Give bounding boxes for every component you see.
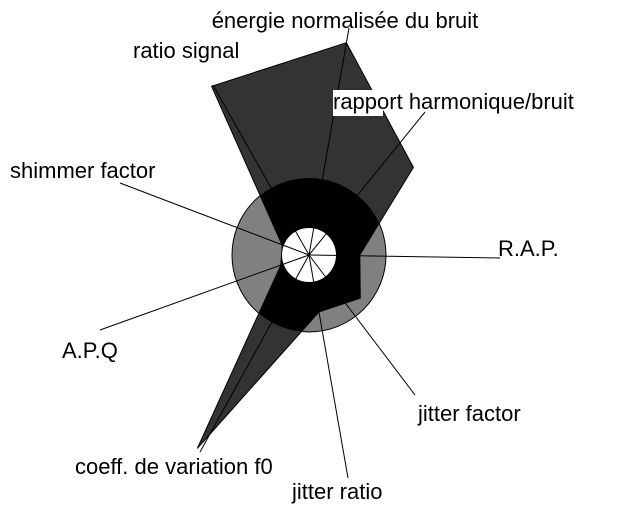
axis-line	[308, 254, 501, 259]
axis-line	[212, 84, 310, 256]
axis-label: jitter ratio	[291, 479, 382, 504]
axis-line	[308, 254, 349, 479]
axis-label: coeff. de variation f0	[75, 454, 273, 479]
axis-line	[308, 27, 350, 256]
axis-label: ratio signal	[133, 38, 239, 63]
axis-line	[308, 254, 416, 396]
axis-label: rapport harmonique/bruit	[333, 89, 574, 114]
axis-label: shimmer factor	[10, 158, 155, 183]
axis-line	[119, 182, 310, 256]
axis-line	[99, 254, 310, 331]
axis-line	[199, 254, 310, 453]
axis-label: énergie normalisée du bruit	[212, 8, 479, 33]
axis-label: jitter factor	[417, 401, 521, 426]
axis-label: R.A.P.	[498, 236, 559, 261]
label-background	[333, 90, 383, 116]
axis-line	[308, 111, 426, 256]
axis-label: A.P.Q	[62, 338, 118, 363]
